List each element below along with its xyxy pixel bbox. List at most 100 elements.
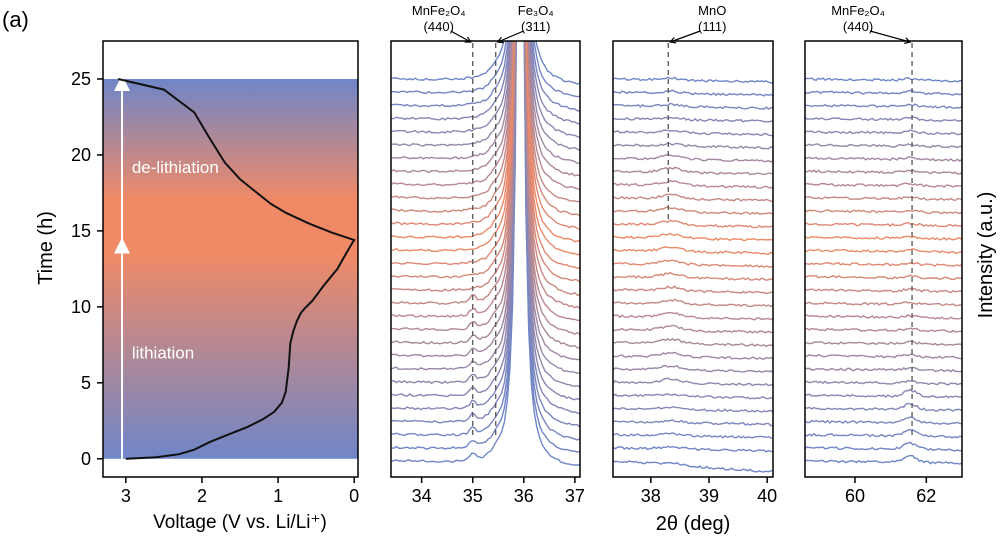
reflection-hkl: (311) <box>521 19 550 34</box>
xrd-scan <box>391 41 580 85</box>
xrd-scan <box>391 41 580 296</box>
xrd-x-axis-label: 2θ (deg) <box>656 513 731 535</box>
xrd-scan <box>613 102 773 110</box>
xrd-scan <box>391 41 580 336</box>
xrd-scan <box>391 41 580 415</box>
xrd-scan <box>391 41 580 401</box>
xrd-scan <box>805 402 962 412</box>
xrd-scan <box>805 353 962 360</box>
xrd-scan <box>391 41 580 98</box>
xrd-scan <box>805 313 962 320</box>
xrd-scan <box>613 419 773 427</box>
annotation-0: de-lithiation <box>132 158 219 177</box>
panel-label: (a) <box>2 7 29 32</box>
xrd-scan <box>805 103 962 110</box>
xrd-scan <box>391 41 580 310</box>
xrd-panel-spinel-311: 34 35 36 37 MnFe₂O₄(440) Fe₃O₄(311) <box>390 3 585 506</box>
y-tick-label: 20 <box>71 145 91 165</box>
xrd-scan <box>805 301 962 307</box>
xrd-scan <box>805 168 962 175</box>
xrd-scan <box>613 179 773 189</box>
xrd-scan <box>391 41 580 152</box>
xrd-scan <box>613 460 773 473</box>
xrd-traces <box>613 76 773 473</box>
xrd-scan <box>805 116 962 122</box>
reflection-pointer-head <box>496 36 504 44</box>
xrd-scan <box>391 41 580 139</box>
xrd-scan <box>613 445 773 453</box>
x-tick-label: 38 <box>641 486 661 506</box>
xrd-scan <box>391 41 580 283</box>
y-tick-label: 5 <box>81 373 91 393</box>
annotation-1: lithiation <box>132 344 194 363</box>
xrd-scan <box>613 312 773 321</box>
reflection-hkl: (440) <box>424 19 454 34</box>
xrd-scan <box>391 41 580 203</box>
x-tick-label: 36 <box>514 486 534 506</box>
xrd-scan <box>805 287 962 294</box>
xrd-scan <box>391 41 580 388</box>
intensity-axis-label: Intensity (a.u.) <box>975 192 997 319</box>
xrd-scan <box>613 89 773 97</box>
xrd-scan <box>613 393 773 400</box>
x-tick-label: 40 <box>757 486 777 506</box>
xrd-scan <box>391 41 580 270</box>
xrd-scan <box>613 166 773 176</box>
state-of-charge-background <box>103 78 358 459</box>
y-tick-label: 25 <box>71 69 91 89</box>
xrd-scan <box>391 41 580 441</box>
xrd-scan <box>805 89 962 96</box>
xrd-scan <box>613 76 773 84</box>
xrd-scan <box>391 41 580 466</box>
xrd-scan <box>805 327 962 333</box>
x-tick-label: 34 <box>412 486 432 506</box>
reflection-phase: Fe₃O₄ <box>518 3 554 18</box>
reflection-pointer <box>670 30 701 43</box>
xrd-scan <box>391 41 580 165</box>
xrd-scan <box>805 182 962 188</box>
annotations: de-lithiation lithiation <box>132 158 219 362</box>
xrd-scan <box>391 41 580 349</box>
xrd-scan <box>391 41 580 243</box>
x-tick-label: 0 <box>349 486 359 506</box>
xrd-scan <box>805 143 962 149</box>
xrd-scan <box>391 41 580 256</box>
x-tick-label: 37 <box>565 486 585 506</box>
y-axis-ticks: 0 5 10 15 20 25 <box>71 69 103 469</box>
xrd-scan <box>391 41 580 361</box>
xrd-scan <box>805 274 962 281</box>
xrd-scan <box>391 41 580 217</box>
xrd-scan <box>391 41 580 375</box>
x-tick-label: 39 <box>699 486 719 506</box>
x-tick-label: 2 <box>197 486 207 506</box>
xrd-scan <box>613 154 773 163</box>
xrd-traces <box>805 76 962 465</box>
xrd-scan <box>805 454 962 465</box>
xrd-scan <box>805 441 962 452</box>
xrd-scan <box>805 379 962 386</box>
x-tick-label: 35 <box>463 486 483 506</box>
xrd-scan <box>613 337 773 348</box>
reflection-pointer <box>869 30 911 43</box>
reflection-hkl: (111) <box>698 19 726 34</box>
xrd-panel-mno-111: 38 39 40 MnO(111) <box>612 3 777 506</box>
xrd-scan <box>613 298 773 308</box>
x-axis-label: Voltage (V vs. Li/Li⁺) <box>153 512 327 533</box>
reflection-pointer-head <box>669 37 677 44</box>
reflection-pointer <box>450 30 472 43</box>
xrd-scan <box>613 259 773 269</box>
xrd-scan <box>613 406 773 413</box>
x-tick-label: 62 <box>916 486 936 506</box>
xrd-scan <box>613 377 773 387</box>
xrd-scan <box>805 248 962 254</box>
xrd-scan <box>805 156 962 162</box>
xrd-scan <box>613 246 773 255</box>
xrd-scan <box>391 41 580 453</box>
plot-frame <box>804 40 963 478</box>
voltage-curve <box>117 78 356 460</box>
x-tick-label: 60 <box>845 486 865 506</box>
plot-frame <box>390 40 581 478</box>
plot-frame <box>612 40 774 478</box>
xrd-scan <box>391 41 580 231</box>
